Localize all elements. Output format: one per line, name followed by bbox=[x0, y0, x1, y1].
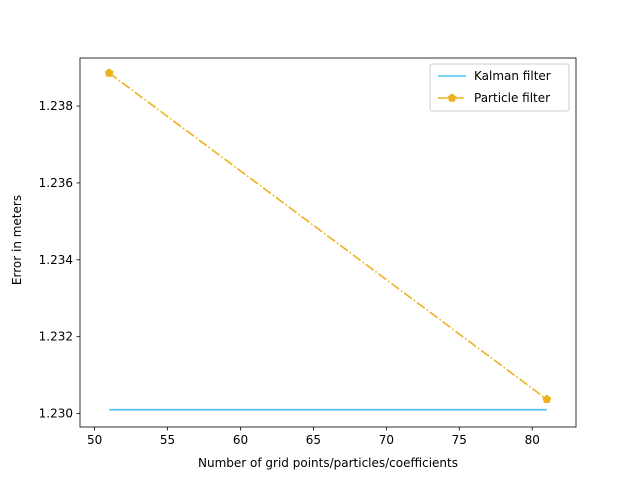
y-tick-label: 1.230 bbox=[39, 407, 73, 421]
legend-entry-label: Kalman filter bbox=[474, 69, 551, 83]
data-point bbox=[104, 68, 114, 77]
x-tick-label: 75 bbox=[452, 433, 467, 447]
plot-area: 50 55 60 65 70 75 80 1.230 1.232 1.234 1.236 1.238 K… bbox=[39, 57, 577, 447]
y-tick-label: 1.238 bbox=[39, 99, 73, 113]
series-line-2 bbox=[108, 72, 548, 400]
x-tick-label: 50 bbox=[87, 433, 102, 447]
y-tick-label: 1.234 bbox=[39, 253, 73, 267]
y-tick-label: 1.236 bbox=[39, 176, 73, 190]
x-tick-label: 65 bbox=[306, 433, 321, 447]
y-axis-label: Error in meters bbox=[10, 195, 24, 285]
legend: Kalman filter Particle filter bbox=[429, 63, 570, 112]
x-tick-label: 80 bbox=[525, 433, 540, 447]
x-tick-label: 55 bbox=[160, 433, 175, 447]
axes-frame bbox=[79, 57, 577, 428]
y-tick-label: 1.232 bbox=[39, 330, 73, 344]
x-axis-label: Number of grid points/particles/coeffici… bbox=[198, 456, 458, 470]
x-tick-label: 70 bbox=[379, 433, 394, 447]
legend-marker bbox=[447, 93, 457, 102]
legend-entry-label: Particle filter bbox=[474, 91, 550, 105]
x-tick-label: 60 bbox=[233, 433, 248, 447]
data-point bbox=[542, 394, 552, 404]
